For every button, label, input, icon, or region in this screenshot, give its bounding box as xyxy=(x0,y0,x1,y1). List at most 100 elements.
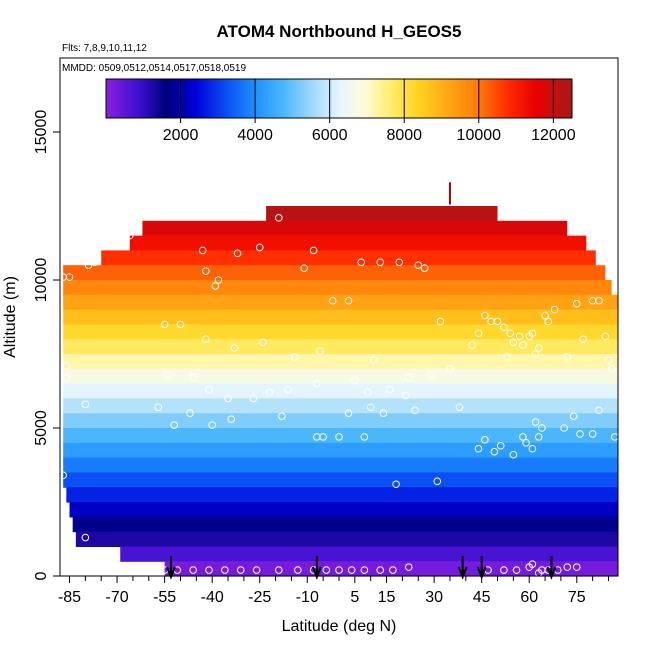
observation-point xyxy=(189,373,197,382)
heatmap-band xyxy=(69,502,619,518)
observation-point xyxy=(316,347,324,355)
x-tick-label: 60 xyxy=(520,589,538,606)
heatmap-band xyxy=(63,265,606,281)
heatmap-band xyxy=(63,472,618,488)
observation-point xyxy=(503,353,511,361)
observation-point xyxy=(389,566,397,574)
observation-point xyxy=(344,409,353,418)
observation-point xyxy=(595,406,603,415)
observation-point xyxy=(170,421,178,429)
colorbar-tick-label: 12000 xyxy=(531,127,576,144)
observation-point xyxy=(528,444,537,453)
observation-point xyxy=(274,566,283,574)
observation-point xyxy=(160,320,169,329)
observation-point xyxy=(601,332,610,341)
observation-point xyxy=(154,403,163,412)
arrow-head xyxy=(311,566,322,580)
observation-point xyxy=(550,305,559,314)
chart-title: ATOM4 Northbound H_GEOS5 xyxy=(217,22,462,41)
observation-point xyxy=(274,214,283,222)
heatmap-band xyxy=(266,206,498,222)
observation-point xyxy=(544,317,553,326)
x-tick-label: -55 xyxy=(153,589,176,606)
observation-point xyxy=(395,258,404,267)
heatmap-band xyxy=(63,294,618,311)
arrow-head xyxy=(166,566,176,580)
x-axis-label: Latitude (deg N) xyxy=(282,618,397,635)
observation-point xyxy=(385,385,394,394)
heatmap-band xyxy=(63,442,618,459)
x-axis: -85 -70 -55 -40 -25 -10 5 15 30 45 60 75 xyxy=(58,576,609,606)
observation-point xyxy=(496,441,505,450)
observation-point xyxy=(474,444,483,453)
x-tick-label: -70 xyxy=(106,589,129,606)
observation-point xyxy=(62,373,71,382)
observation-point xyxy=(376,566,385,574)
observation-point xyxy=(519,433,527,441)
observation-point xyxy=(309,246,318,255)
observation-point xyxy=(202,267,210,275)
observation-point xyxy=(230,344,239,352)
colorbar-ticks: 2000 4000 6000 8000 10000 12000 xyxy=(163,118,576,144)
observation-point xyxy=(493,317,502,326)
observation-point xyxy=(284,385,293,394)
observation-point xyxy=(538,424,546,432)
observation-point xyxy=(579,335,587,344)
heatmap-band xyxy=(72,516,618,533)
observation-point xyxy=(347,566,356,574)
observation-point xyxy=(572,563,581,571)
observation-point xyxy=(249,394,258,403)
observation-point xyxy=(515,332,524,341)
observation-point xyxy=(455,403,464,412)
observation-point xyxy=(205,566,213,574)
observation-point xyxy=(163,370,172,379)
observation-point xyxy=(300,264,308,272)
x-tick-label: 45 xyxy=(473,589,491,606)
heatmap-band xyxy=(164,561,618,577)
heatmap-band xyxy=(101,250,596,266)
colorbar-frame xyxy=(105,78,573,119)
observation-point xyxy=(404,373,413,382)
observation-point xyxy=(490,447,499,456)
colorbar-tick-label: 6000 xyxy=(312,127,348,144)
observation-point xyxy=(519,341,527,349)
observation-point xyxy=(481,436,489,444)
heatmap-band xyxy=(63,339,618,355)
observation-point xyxy=(366,403,375,412)
dates-note: MMDD: 0509,0512,0514,0517,0518,0519 xyxy=(62,63,246,74)
observation-point xyxy=(84,261,93,270)
observation-point xyxy=(205,385,213,394)
colorbar: 2000 4000 6000 8000 10000 12000 xyxy=(105,78,576,144)
x-tick-label: -40 xyxy=(201,589,224,606)
observation-points xyxy=(59,214,619,577)
x-tick-label: -25 xyxy=(248,589,271,606)
observation-point xyxy=(265,388,274,397)
x-tick-label: -85 xyxy=(58,589,81,606)
observation-point xyxy=(604,356,613,364)
observation-point xyxy=(211,282,220,290)
latitude-arrow xyxy=(311,556,322,580)
colorbar-tick-label: 10000 xyxy=(457,127,502,144)
observation-point xyxy=(259,338,267,346)
colorbar-gradient xyxy=(106,79,572,118)
observation-point xyxy=(528,329,537,338)
observation-point xyxy=(255,243,264,252)
observation-point xyxy=(189,566,197,574)
observation-point xyxy=(198,246,207,255)
observation-point xyxy=(335,566,343,574)
observation-point xyxy=(531,350,540,358)
observation-point xyxy=(335,433,343,441)
observation-point xyxy=(541,311,549,320)
observation-point xyxy=(351,376,359,385)
observation-point xyxy=(208,421,216,429)
y-axis: 0 5000 10000 15000 xyxy=(33,110,60,580)
heatmap-band xyxy=(120,546,618,562)
heatmap-field xyxy=(63,206,619,577)
observation-point xyxy=(65,273,74,281)
latitude-arrow xyxy=(546,556,557,580)
observation-point xyxy=(202,335,210,344)
observation-point xyxy=(370,356,378,364)
observation-point xyxy=(236,566,245,574)
colorbar-tick-label: 2000 xyxy=(163,127,199,144)
